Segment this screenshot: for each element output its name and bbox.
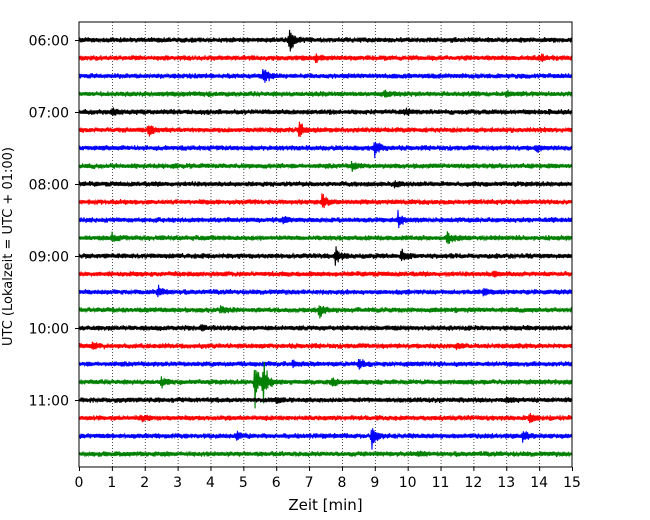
seismic-trace-1015: [78, 341, 573, 351]
seismic-trace-1030: [78, 359, 573, 370]
seismic-trace-0945: [78, 305, 573, 319]
trace-layer: [78, 29, 573, 458]
seismic-trace-0815: [78, 193, 573, 209]
y-tick-label: 06:00: [29, 34, 69, 50]
x-tick-label: 5: [239, 475, 248, 491]
grid-layer: [112, 22, 540, 467]
seismic-trace-1100: [78, 396, 573, 404]
seismic-trace-1045: [78, 361, 573, 409]
seismic-trace-1130: [78, 428, 573, 450]
seismic-trace-0830: [78, 209, 573, 229]
seismic-trace-0930: [78, 284, 573, 298]
x-tick-label: 4: [206, 475, 215, 491]
y-axis-label: UTC (Lokalzeit = UTC + 01:00): [1, 147, 16, 346]
seismic-trace-0600: [78, 29, 573, 52]
seismic-trace-0915: [78, 270, 573, 278]
x-axis: 0 1 2 3 4 5 6 7 8 9 10 11 12 13 14 15: [75, 467, 581, 491]
x-tick-label: 9: [370, 475, 379, 491]
seismic-trace-0645: [78, 89, 573, 98]
x-tick-label: 11: [432, 475, 450, 491]
seismic-trace-0800: [78, 180, 573, 189]
x-tick-label: 14: [530, 475, 548, 491]
seismic-trace-0700: [78, 107, 573, 116]
seismic-trace-0900: [78, 246, 573, 266]
seismic-trace-0845: [78, 231, 573, 245]
seismic-trace-1145: [78, 450, 573, 458]
y-tick-label: 08:00: [29, 178, 69, 194]
x-tick-label: 1: [107, 475, 116, 491]
x-axis-label: Zeit [min]: [288, 496, 362, 514]
plot-frame: [78, 21, 573, 468]
y-tick-label: 11:00: [29, 394, 69, 410]
seismic-trace-0715: [78, 121, 573, 138]
x-tick-label: 13: [497, 475, 515, 491]
seismic-trace-0630: [78, 68, 573, 83]
y-tick-label: 10:00: [29, 322, 69, 338]
seismic-trace-0615: [78, 53, 573, 64]
seismic-trace-1000: [78, 324, 573, 332]
x-tick-label: 12: [464, 475, 482, 491]
x-tick-label: 7: [305, 475, 314, 491]
y-tick-label: 07:00: [29, 106, 69, 122]
y-axis: 06:00 07:00 08:00 09:00 10:00 11:00: [29, 34, 79, 410]
y-tick-label: 09:00: [29, 250, 69, 266]
x-tick-label: 10: [399, 475, 417, 491]
x-tick-label: 8: [337, 475, 346, 491]
x-tick-label: 6: [272, 475, 281, 491]
seismic-trace-0745: [78, 160, 573, 172]
x-tick-label: 15: [563, 475, 581, 491]
x-tick-label: 0: [75, 475, 84, 491]
x-tick-label: 3: [173, 475, 182, 491]
seismic-trace-1115: [78, 412, 573, 424]
x-tick-label: 2: [140, 475, 149, 491]
seismic-trace-0730: [78, 141, 573, 159]
